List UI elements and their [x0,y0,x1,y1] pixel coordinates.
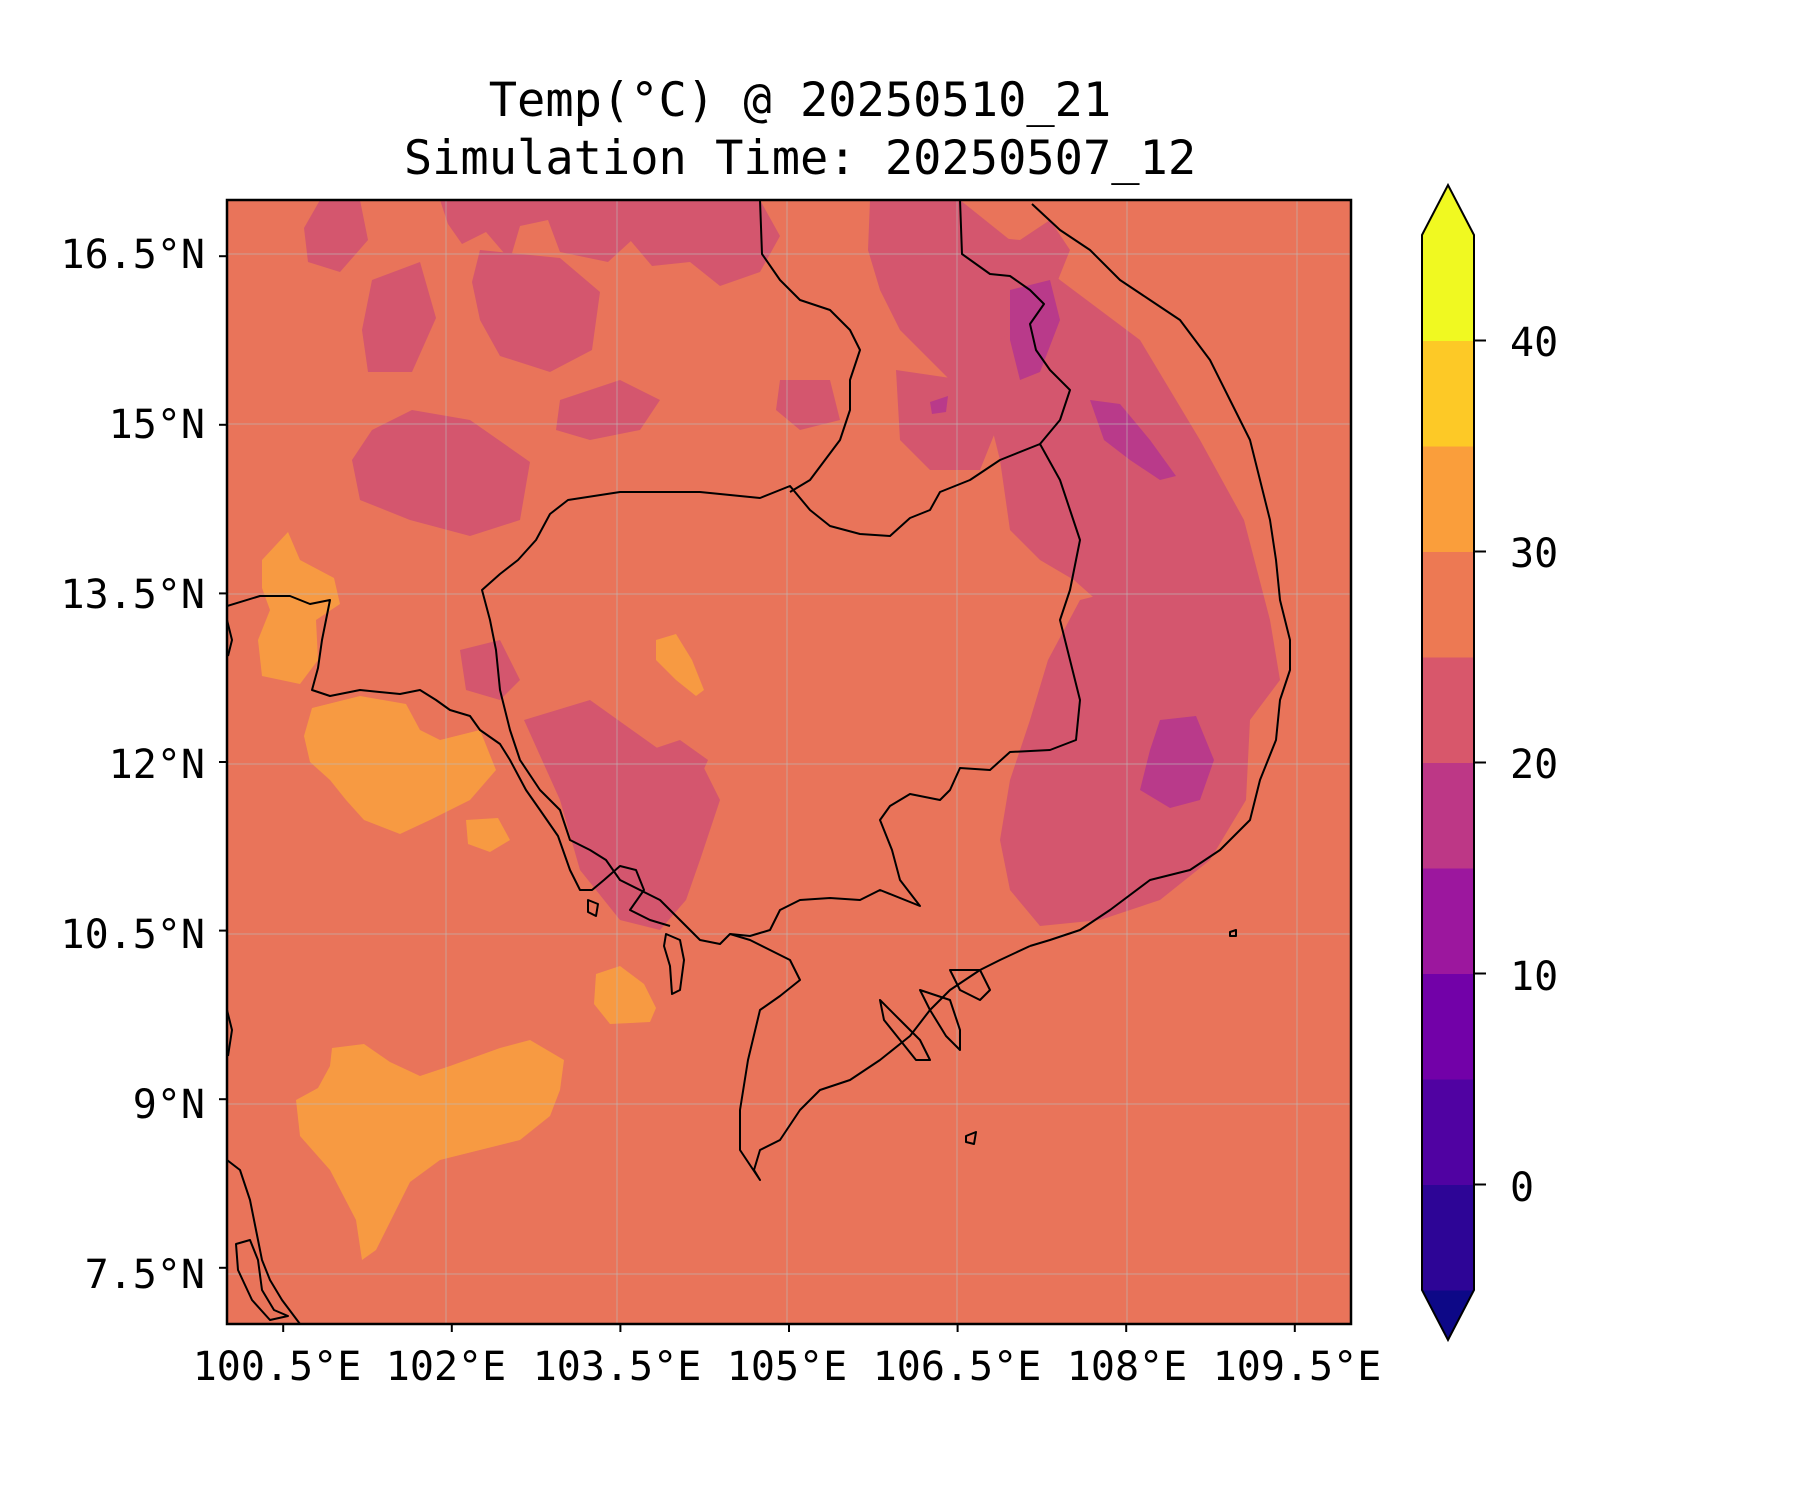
colorbar-label-10: 10 [1510,954,1558,1000]
island-small-2 [965,1131,977,1145]
y-tick-labels: 16.5°N 15°N 13.5°N 12°N 10.5°N 9°N 7.5°N [61,232,206,1298]
contour-thai-west [258,532,340,684]
contour-north-central [440,200,632,262]
map-axes: 100.5°E 102°E 103.5°E 105°E 106.5°E 108°… [61,198,1382,1390]
x-tick-label-109-5: 109.5°E [1213,1344,1382,1390]
contour-gulf-north [304,696,496,834]
contour-gulf-south [296,1040,564,1260]
colorbar-band-25-30 [1422,551,1474,658]
thai-peninsula-coast [227,1159,301,1324]
y-tick-label-9: 9°N [133,1082,205,1128]
contour-north-west-2 [362,262,436,372]
thai-central-coast [227,619,233,657]
colorbar-band-35-40 [1422,340,1474,447]
x-ticks [282,1324,1296,1332]
x-tick-label-108: 108°E [1067,1344,1187,1390]
axis-ticks [219,255,1296,1332]
contour-laos-mid [776,380,840,430]
map-gridlines [227,200,1351,1324]
contour-gulf-north-small [466,818,510,852]
x-tick-label-103-5: 103.5°E [533,1344,702,1390]
y-tick-label-7-5: 7.5°N [85,1252,205,1298]
mekong-delta-distributary-3 [949,969,991,1001]
plot-title: Temp(°C) @ 20250510_21 Simulation Time: … [230,72,1370,188]
x-tick-label-105: 105°E [727,1344,847,1390]
colorbar-outline [1421,182,1475,1343]
colorbar-band-10-15 [1422,868,1474,974]
colorbar-band--5-0 [1422,1184,1474,1291]
y-tick-label-12: 12°N [109,742,205,788]
colorbar-label-0: 0 [1510,1165,1534,1211]
contour-west-small [460,640,520,700]
colorbar-band-20-25 [1422,657,1474,763]
y-ticks [219,255,227,1269]
island-small-1 [587,899,599,917]
contour-highland-spot [930,396,948,414]
x-tick-label-102: 102°E [386,1344,506,1390]
contour-thai-south-east-1 [352,410,530,536]
thai-laos-border [759,200,861,493]
island-phu-quoc [663,933,685,995]
temperature-contours [227,200,1351,1324]
vietnam-east-coast [1029,203,1291,947]
x-tick-label-106-5: 106.5°E [873,1344,1042,1390]
colorbar-band-30-35 [1422,446,1474,552]
contour-central-north [896,370,1000,470]
contour-gulf-central [594,966,656,1024]
y-tick-label-16-5: 16.5°N [61,232,206,278]
contour-east-lobe [1000,580,1250,926]
colorbar-extend-over [1422,185,1474,235]
coastlines-borders [227,200,1291,1324]
y-tick-label-15: 15°N [109,402,205,448]
colorbar-label-30: 30 [1510,531,1558,577]
thai-peninsula-island [235,1239,289,1321]
laos-vietnam-border [959,200,1071,445]
title-line-2: Simulation Time: 20250507_12 [403,131,1197,186]
contour-band-20-25 [304,200,1280,930]
contour-highland-south [1140,716,1214,808]
contour-inland-orange [656,634,704,696]
contour-highland-central [1090,400,1176,480]
contour-north-east-strip [868,200,1280,728]
mekong-delta-distributary-2 [919,989,961,1051]
colorbar-tick-labels: 0 10 20 30 40 [1510,320,1558,1211]
island-small-3 [1229,929,1237,937]
colorbar-band-40-45 [1422,235,1474,341]
colorbar-extend-under [1422,1290,1474,1340]
contour-west-cambodia-2 [620,740,708,800]
thai-peninsula-west [227,1009,233,1057]
colorbar-ticks [1474,339,1486,1186]
contour-north-blob-a [472,250,600,372]
contour-laos-strip [556,380,660,440]
cambodia-border [481,443,1081,945]
x-tick-labels: 100.5°E 102°E 103.5°E 105°E 106.5°E 108°… [193,1344,1382,1390]
mekong-delta-distributary-1 [879,999,931,1061]
contour-highland-north [1010,280,1060,380]
colorbar-label-20: 20 [1510,742,1558,788]
contour-band-30-35 [258,532,704,1260]
contour-band-15-20 [930,280,1214,808]
contour-north-blob-b [620,200,780,286]
colorbar: 0 10 20 30 40 [1421,182,1558,1343]
colorbar-label-40: 40 [1510,320,1558,366]
colorbar-band-15-20 [1422,762,1474,869]
y-tick-label-13-5: 13.5°N [61,572,206,618]
mekong-delta-coast [729,933,1031,1181]
y-tick-label-10-5: 10.5°N [61,912,206,958]
thailand-cambodia-border-west [227,595,671,927]
title-line-1: Temp(°C) @ 20250510_21 [488,73,1112,128]
colorbar-segments [1421,182,1475,1343]
colorbar-band-5-10 [1422,973,1474,1080]
colorbar-band-0-5 [1422,1079,1474,1185]
x-tick-label-100-5: 100.5°E [193,1344,362,1390]
